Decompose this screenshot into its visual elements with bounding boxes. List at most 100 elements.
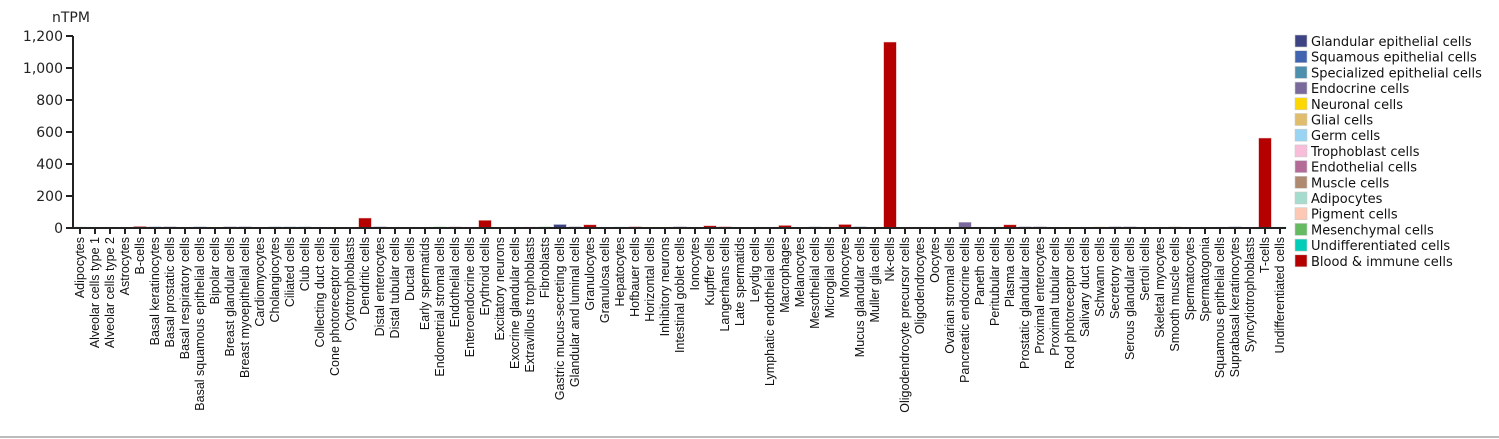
bar [1258,137,1272,229]
legend-item: Endocrine cells [1294,81,1410,97]
x-tick-label: Paneth cells [973,237,987,305]
legend-swatch [1294,238,1308,252]
legend-item: Mesenchymal cells [1294,223,1434,238]
x-tick-label: Astrocytes [118,237,132,295]
x-tick-label: Rod photoreceptor cells [1063,237,1077,369]
legend-item: Glial cells [1294,113,1373,129]
legend-item: Undifferentiated cells [1294,238,1450,254]
x-tick-label: Endometrial stromal cells [433,237,447,377]
legend-label: Endocrine cells [1311,82,1410,97]
legend-item: Germ cells [1294,128,1380,144]
x-tick-label: Schwann cells [1093,237,1107,317]
x-tick-label: Club cells [298,237,312,291]
x-tick-label: Spermatocytes [1183,237,1197,320]
legend-swatch [1294,191,1308,205]
legend-label: Germ cells [1311,129,1380,144]
y-tick-label: 600 [36,125,63,141]
x-tick-label: Basal respiratory cells [178,237,192,359]
legend-swatch [1294,66,1308,79]
legend-item: Pigment cells [1294,207,1398,223]
legend-label: Glandular epithelial cells [1311,35,1472,50]
legend-swatch [1294,160,1308,173]
legend-item: Neuronal cells [1294,97,1403,113]
x-tick-label: Dendritic cells [358,237,372,315]
x-tick-label: Fibroblasts [538,237,552,298]
x-tick-label: Ovarian stromal cells [943,237,957,354]
x-tick-label: Distal tubular cells [388,237,402,338]
x-tick-label: Peritubular cells [988,237,1002,326]
bottom-divider [0,436,1499,438]
x-tick-label: Collecting duct cells [313,237,327,347]
legend-item: Specialized epithelial cells [1294,66,1482,81]
legend-label: Muscle cells [1311,176,1389,191]
legend-swatch [1294,254,1308,268]
x-tick-label: Squamous epithelial cells [1213,237,1227,378]
legend-item: Muscle cells [1294,176,1389,191]
y-tick-label: 200 [36,189,63,205]
x-tick-label: Muller glia cells [868,237,882,322]
legend-swatch [1294,81,1308,95]
x-tick-label: Glandular and luminal cells [568,237,582,387]
legend-swatch [1294,97,1308,111]
legend-item: Adipocytes [1294,191,1383,207]
x-tick-label: Basal squamous epithelial cells [193,237,207,411]
legend-swatch [1294,50,1308,64]
legend-label: Squamous epithelial cells [1311,51,1477,66]
x-tick-label: Alveolar cells type 1 [88,237,102,348]
y-axis: 0 200 400 600 800 1,000 1,200 [23,29,74,237]
x-tick-label: Oligodendrocyte precursor cells [898,237,912,413]
x-tick-label: B-cells [133,237,147,275]
legend-label: Endothelial cells [1311,161,1417,176]
legend-item: Glandular epithelial cells [1294,34,1472,50]
x-axis: Adipocytes Alveolar cells type 1 Alveolar … [73,227,1287,413]
legend-label: Glial cells [1311,114,1373,129]
legend-item: Trophoblast cells [1294,144,1420,160]
x-tick-label: Endothelial cells [448,237,462,327]
y-tick-label: 800 [36,93,63,109]
x-tick-label: Plasma cells [1003,237,1017,307]
x-tick-label: Lymphatic endothelial cells [763,237,777,386]
legend-swatch [1294,223,1308,236]
x-tick-label: Granulocytes [583,237,597,311]
x-tick-label: Proximal enterocytes [1033,237,1047,354]
x-tick-label: Early spermatids [418,237,432,330]
x-tick-label: Pancreatic endocrine cells [958,237,972,383]
y-tick-label: 400 [36,157,63,173]
x-tick-label: Undifferentiated cells [1273,237,1287,354]
x-tick-label: Exocrine glandular cells [508,237,522,369]
legend-swatch [1294,113,1308,126]
x-tick-label: Cone photoreceptor cells [328,237,342,376]
x-tick-label: Inhibitory neurons [658,237,672,336]
x-tick-label: Serous glandular cells [1123,237,1137,360]
x-tick-label: Breast myoepithelial cells [238,237,252,378]
x-tick-label: Cytotrophoblasts [343,237,357,331]
y-tick-label: 0 [54,221,63,237]
x-tick-label: Mucus glandular cells [853,237,867,357]
x-tick-label: Oligodendrocytes [913,237,927,334]
x-tick-label: Kupffer cells [703,237,717,306]
legend-label: Trophoblast cells [1310,145,1420,160]
x-tick-label: Mesothelial cells [808,237,822,329]
x-tick-label: Extravillous trophoblasts [523,237,537,372]
x-tick-label: Monocytes [838,237,852,297]
x-tick-label: Secretory cells [1108,237,1122,319]
x-tick-label: Proximal tubular cells [1048,237,1062,356]
x-tick-label: Adipocytes [73,237,87,298]
legend-swatch [1294,144,1308,158]
x-tick-label: Prostatic glandular cells [1018,237,1032,369]
x-tick-label: Gastric mucus-secreting cells [553,237,567,400]
y-tick-label: 1,000 [23,61,63,77]
y-axis-label: nTPM [52,10,90,26]
legend-label: Mesenchymal cells [1311,223,1434,238]
x-tick-label: Breast glandular cells [223,237,237,357]
x-tick-label: Salivary duct cells [1078,237,1092,337]
legend-swatch [1294,34,1308,48]
x-tick-label: Distal enterocytes [373,237,387,336]
x-tick-label: Intestinal goblet cells [673,237,687,353]
x-tick-label: Bipolar cells [208,237,222,304]
x-tick-label: Enteroendocrine cells [463,237,477,357]
x-tick-label: Excitatory neurons [493,237,507,341]
x-tick-label: Macrophages [778,237,792,313]
